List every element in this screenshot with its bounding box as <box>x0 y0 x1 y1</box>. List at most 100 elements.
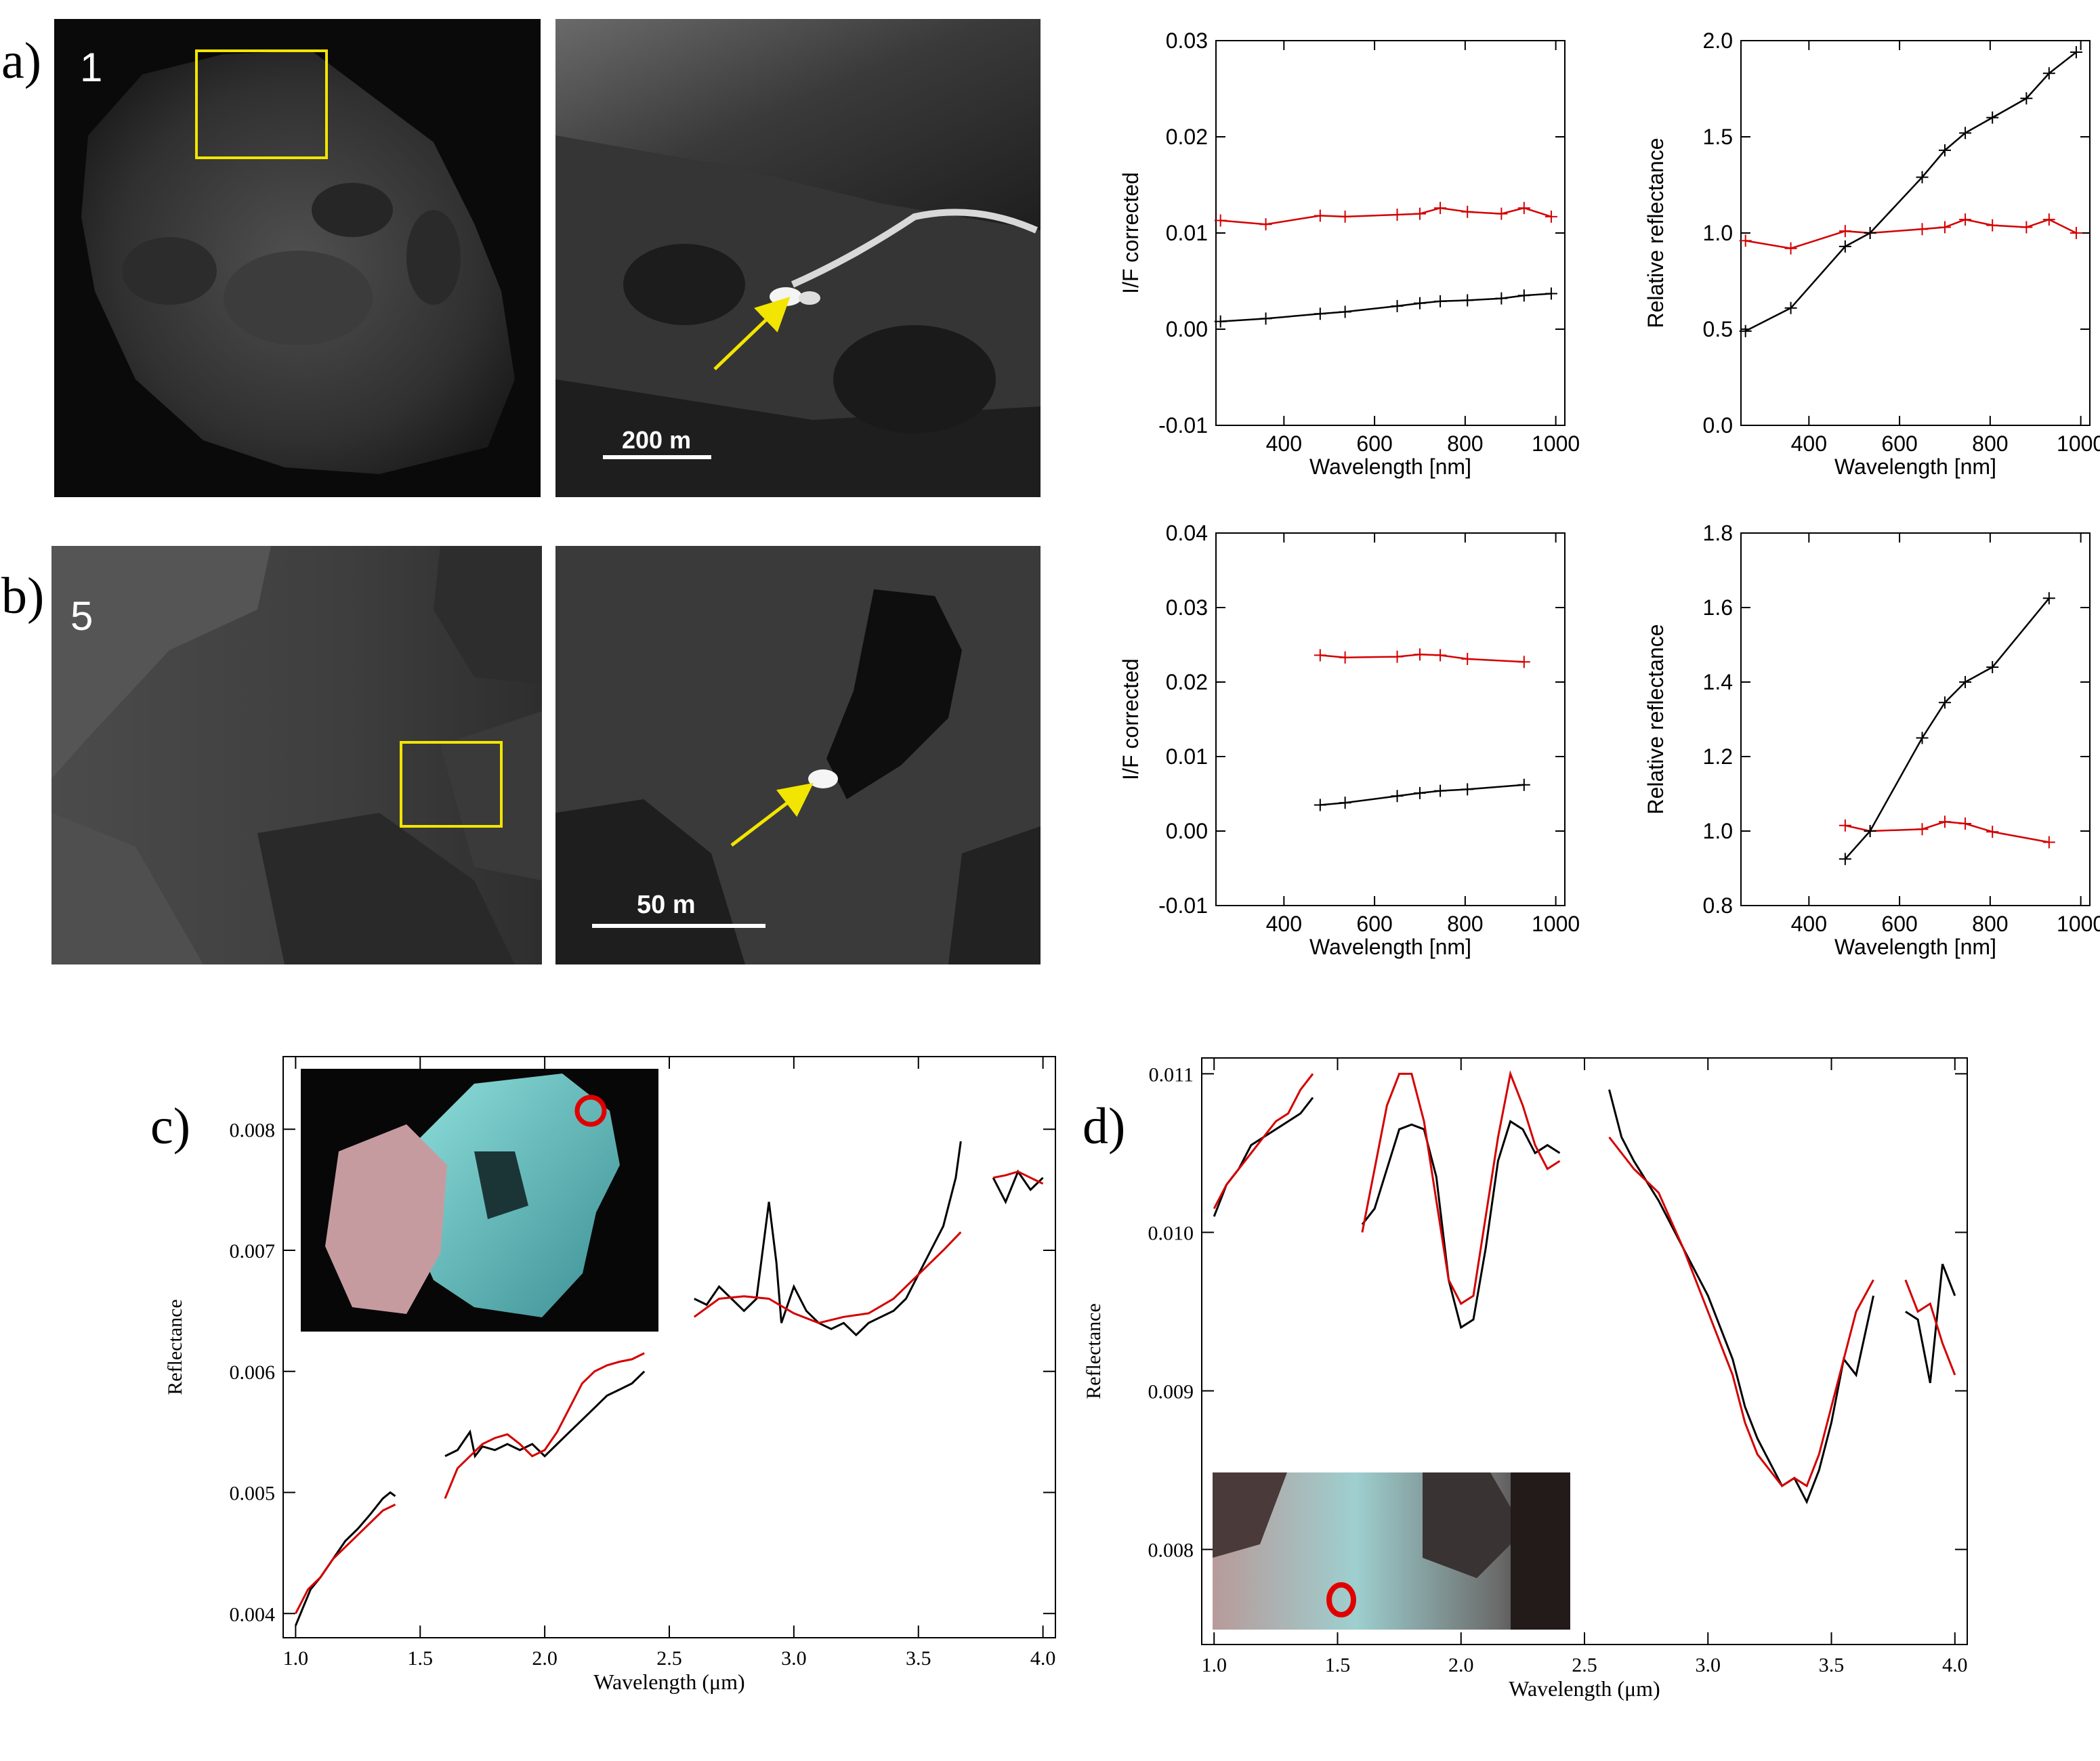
y-tick-label: 1.6 <box>1703 595 1733 620</box>
data-point-black <box>2070 46 2082 59</box>
data-point-black <box>1959 127 1972 140</box>
scale-label-b: 50 m <box>637 891 696 919</box>
y-tick-label: 0.04 <box>1166 521 1208 545</box>
data-point-red <box>1391 209 1404 221</box>
y-tick-label: 0.008 <box>1148 1540 1194 1562</box>
y-axis-label: Reflectance <box>1083 1303 1105 1399</box>
inset-image-d <box>1213 1472 1570 1630</box>
data-point-black <box>1461 783 1474 796</box>
panel-letter-a: a) <box>1 33 41 89</box>
x-tick-label: 4.0 <box>1030 1647 1056 1670</box>
scale-label-a: 200 m <box>622 426 691 454</box>
plot-frame <box>1740 532 2091 906</box>
data-point-black <box>1959 676 1972 688</box>
y-tick-label: 1.4 <box>1703 670 1733 694</box>
data-point-red <box>1839 225 1851 238</box>
data-point-black <box>1839 240 1851 253</box>
inset-c-marker-circle <box>574 1095 607 1127</box>
series-line-red <box>1904 1279 1956 1376</box>
data-point-red <box>1339 210 1351 223</box>
data-point-black <box>1739 324 1752 337</box>
data-point-black <box>1339 305 1351 318</box>
x-tick-label: 400 <box>1266 912 1302 936</box>
region-box-b <box>400 741 503 828</box>
data-point-black <box>1545 287 1557 300</box>
image-b-zoom <box>555 546 1041 964</box>
data-point-black <box>1413 297 1426 310</box>
data-point-red <box>2042 836 2055 849</box>
x-tick-label: 2.5 <box>656 1647 682 1670</box>
y-tick-label: 0.007 <box>230 1240 276 1263</box>
x-tick-label: 1.0 <box>283 1647 309 1670</box>
data-point-red <box>1986 219 1999 232</box>
image-a-zoom <box>555 19 1041 497</box>
scale-bar-b <box>592 924 765 928</box>
arrow-b <box>730 782 814 847</box>
x-tick-label: 2.5 <box>1572 1654 1597 1676</box>
x-tick-label: 3.0 <box>1696 1654 1721 1676</box>
data-point-red <box>1214 214 1227 227</box>
data-point-red <box>1916 223 1929 236</box>
y-tick-label: 0.010 <box>1148 1222 1194 1244</box>
data-point-red <box>1739 234 1752 247</box>
y-tick-label: 0.004 <box>230 1603 276 1626</box>
x-tick-label: 1000 <box>2057 431 2100 456</box>
y-axis-label: Relative reflectance <box>1643 624 1668 814</box>
y-tick-label: -0.01 <box>1158 893 1208 918</box>
image-a-number: 1 <box>80 45 102 90</box>
y-tick-label: 1.0 <box>1703 221 1733 245</box>
x-tick-label: 1000 <box>1532 912 1580 936</box>
y-tick-label: 0.00 <box>1166 819 1208 843</box>
data-point-red <box>1314 649 1326 662</box>
data-point-red <box>1517 656 1530 669</box>
plot-frame <box>1215 532 1566 906</box>
x-tick-label: 3.5 <box>906 1647 931 1670</box>
data-point-red <box>1517 202 1530 215</box>
x-tick-label: 400 <box>1791 912 1827 936</box>
data-point-black <box>1391 790 1404 803</box>
series-line-black <box>694 1141 962 1337</box>
data-point-red <box>1413 648 1426 661</box>
chart-b-if: 400 600 800 1000 -0.01 0.00 0.01 0.02 0.03 0.04 Wa… <box>1118 521 1580 959</box>
data-point-black <box>2020 92 2033 105</box>
data-point-black <box>1461 294 1474 307</box>
x-tick-label: 3.0 <box>781 1647 807 1670</box>
series-line-black <box>1608 1089 1874 1505</box>
data-point-black <box>1938 696 1951 709</box>
y-tick-label: 0.00 <box>1166 317 1208 341</box>
data-point-red <box>1461 205 1474 218</box>
series-line-red <box>1608 1137 1874 1488</box>
data-point-red <box>1391 650 1404 663</box>
data-point-black <box>1434 784 1447 797</box>
data-point-black <box>1916 171 1929 184</box>
panel-letter-c: c) <box>150 1098 190 1155</box>
y-tick-label: 0.03 <box>1166 595 1208 620</box>
data-point-black <box>1391 299 1404 312</box>
data-point-black <box>1864 825 1876 837</box>
series-line-red <box>1845 821 2050 843</box>
y-tick-label: 0.8 <box>1703 893 1733 918</box>
data-point-red <box>2020 221 2033 234</box>
data-point-black <box>1259 312 1272 325</box>
data-point-black <box>2042 592 2055 605</box>
y-tick-label: 0.01 <box>1166 744 1208 769</box>
y-tick-label: 0.0 <box>1703 413 1733 438</box>
y-tick-label: 2.0 <box>1703 28 1733 53</box>
x-tick-label: 1000 <box>2057 912 2100 936</box>
data-point-black <box>1339 797 1351 809</box>
x-tick-label: 1.5 <box>1325 1654 1351 1676</box>
data-point-red <box>1938 221 1951 234</box>
data-point-black <box>2042 67 2055 80</box>
data-point-red <box>1959 818 1972 830</box>
chart-d: 1.0 1.5 2.0 2.5 3.0 3.5 4.0 0.008 0.009 0.010 0.01… <box>1083 1057 1968 1701</box>
image-a-overview <box>54 19 541 497</box>
data-point-black <box>1495 292 1508 305</box>
y-axis-label: I/F corrected <box>1118 172 1143 294</box>
data-point-red <box>2070 227 2082 239</box>
inset-image-c <box>301 1069 658 1332</box>
x-tick-label: 1000 <box>1532 431 1580 456</box>
series-line-red <box>1213 1073 1314 1210</box>
x-tick-label: 600 <box>1356 912 1392 936</box>
plot-frame <box>1215 40 1566 426</box>
data-point-black <box>1214 315 1227 328</box>
